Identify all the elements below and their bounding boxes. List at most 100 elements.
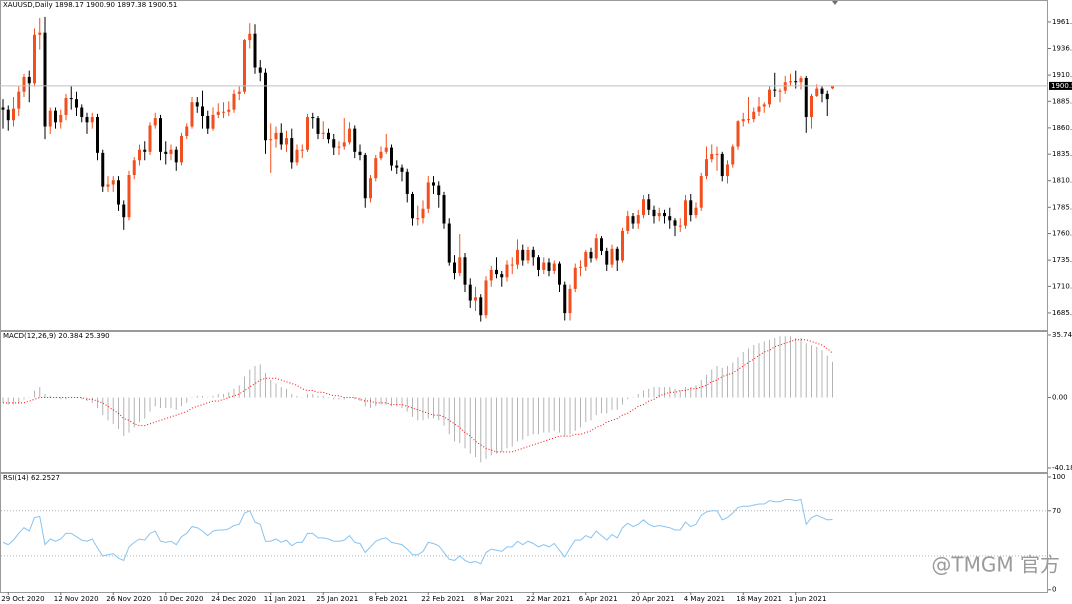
- candle-body: [505, 264, 509, 278]
- macd-bar: [811, 345, 812, 398]
- candle-body: [405, 171, 409, 194]
- macd-bar: [49, 395, 51, 398]
- macd-bar: [790, 336, 791, 398]
- candle-body: [741, 119, 745, 122]
- candle-body: [447, 223, 451, 263]
- candle-body: [768, 89, 771, 105]
- candle-body: [684, 200, 687, 226]
- candle-body: [537, 257, 540, 270]
- candle-body: [720, 153, 724, 177]
- candle-body: [285, 138, 288, 145]
- candle-body: [474, 297, 477, 301]
- macd-bar: [60, 397, 62, 400]
- candle-body: [164, 151, 168, 154]
- macd-bar: [354, 397, 356, 400]
- macd-bar: [496, 397, 497, 454]
- macd-bar: [380, 397, 382, 405]
- macd-bar: [364, 397, 366, 407]
- macd-bar: [265, 373, 266, 398]
- candle-body: [64, 98, 68, 115]
- candle-body: [342, 142, 346, 147]
- macd-bar: [800, 338, 802, 398]
- macd-bar: [569, 397, 571, 435]
- macd-bar: [559, 397, 560, 433]
- macd-bar: [475, 397, 476, 458]
- candle-body: [573, 267, 577, 289]
- macd-bar: [7, 397, 9, 405]
- macd-bar: [102, 397, 104, 416]
- candle-body: [558, 263, 561, 285]
- candle-body: [279, 132, 283, 145]
- macd-bar: [112, 397, 114, 424]
- candle-body: [626, 216, 630, 231]
- y-tick-label: 0: [1052, 586, 1056, 594]
- candle-body: [831, 85, 834, 89]
- candle-body: [211, 114, 215, 129]
- macd-bar: [107, 397, 109, 421]
- candle-body: [783, 82, 787, 91]
- y-tick-label: 1961.20: [1052, 18, 1072, 26]
- candle-body: [652, 209, 656, 217]
- macd-bar: [370, 397, 371, 409]
- y-tick-label: 1710.40: [1052, 282, 1072, 290]
- candle-body: [348, 128, 351, 143]
- candle-body: [190, 102, 194, 127]
- candle-body: [395, 165, 399, 168]
- candle-body: [106, 184, 110, 187]
- x-tick-label: 6 Apr 2021: [579, 595, 618, 603]
- macd-bar: [543, 397, 545, 433]
- macd-bar: [685, 387, 686, 398]
- candle-body: [38, 32, 42, 35]
- candle-body: [54, 110, 57, 123]
- macd-bar: [721, 367, 723, 398]
- candle-body: [426, 182, 430, 209]
- candle-body: [778, 90, 782, 92]
- macd-bar: [732, 362, 734, 398]
- y-tick-label: 1860.70: [1052, 124, 1072, 132]
- candle-body: [12, 108, 15, 121]
- macd-bar: [774, 338, 776, 398]
- candle-body: [153, 118, 157, 126]
- candle-body: [258, 67, 262, 73]
- candle-body: [85, 117, 89, 123]
- macd-bar: [307, 394, 308, 398]
- macd-bar: [469, 397, 471, 454]
- macd-bar: [653, 387, 655, 398]
- macd-bar: [648, 388, 650, 398]
- macd-bar: [753, 345, 755, 398]
- macd-bar: [737, 357, 739, 398]
- macd-bar: [690, 387, 692, 398]
- macd-bar: [601, 397, 602, 414]
- candle-body: [369, 178, 372, 199]
- macd-bar: [532, 397, 534, 435]
- macd-bar: [606, 397, 608, 414]
- macd-bar: [385, 397, 387, 405]
- candle-body: [458, 257, 462, 274]
- candle-body: [33, 34, 36, 84]
- current-price-label: 1900.51: [1051, 82, 1072, 90]
- macd-bar: [459, 397, 461, 444]
- y-tick-label: 100: [1052, 473, 1065, 481]
- candle-body: [132, 160, 136, 176]
- macd-bar: [454, 397, 455, 442]
- candle-body: [794, 81, 798, 83]
- macd-bar: [443, 397, 445, 426]
- candle-body: [101, 152, 105, 187]
- macd-bar: [28, 397, 30, 399]
- macd-bar: [401, 397, 403, 409]
- candle-body: [678, 225, 682, 227]
- candle-body: [463, 257, 467, 285]
- macd-bar: [511, 397, 513, 447]
- macd-bar: [322, 395, 324, 398]
- macd-bar: [133, 397, 135, 428]
- y-tick-label: 35.741: [1052, 331, 1072, 339]
- candle-body: [332, 139, 336, 148]
- header-high: 1900.90: [86, 1, 115, 9]
- y-tick-label: 1810.60: [1052, 177, 1072, 185]
- macd-bar: [632, 397, 634, 399]
- macd-bar: [438, 397, 440, 421]
- candle-body: [274, 132, 278, 140]
- macd-bar: [233, 388, 235, 398]
